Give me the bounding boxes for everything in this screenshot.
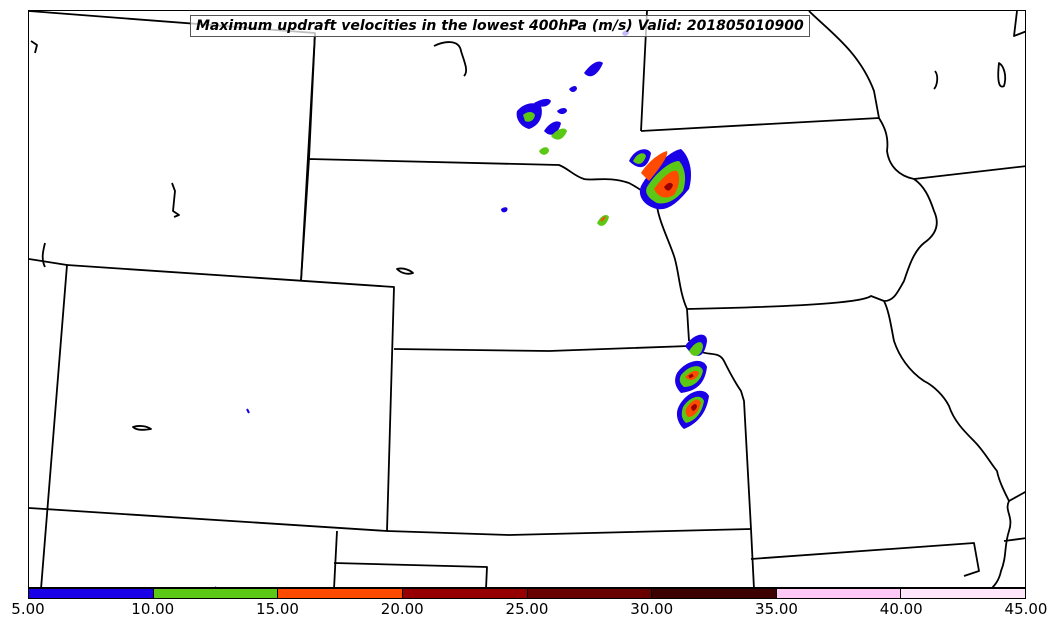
colorbar-tick-label: 45.00 (1004, 600, 1048, 618)
updraft-contours (215, 30, 709, 587)
colorbar-tick-label: 25.00 (505, 600, 549, 618)
colorbar-segment-6 (776, 589, 902, 598)
colorbar-segment-7 (901, 589, 1025, 598)
colorbar-tick-label: 15.00 (256, 600, 299, 618)
colorbar-segment-5 (652, 589, 777, 598)
map-panel (28, 10, 1026, 588)
colorbar-segment-1 (153, 589, 279, 598)
colorbar (28, 588, 1026, 599)
colorbar-tick-label: 30.00 (630, 600, 674, 618)
state-border-west (29, 258, 68, 587)
colorbar-tick-label: 10.00 (131, 600, 175, 618)
colorbar-tick-label: 35.00 (755, 600, 798, 618)
map-title: Maximum updraft velocities in the lowest… (190, 15, 810, 37)
colorbar-segment-3 (402, 589, 528, 598)
map-canvas (29, 11, 1025, 587)
colorbar-tick-label: 5.00 (11, 600, 45, 618)
colorbar-tick-label: 20.00 (380, 600, 424, 618)
colorbar-segment-4 (527, 589, 653, 598)
state-borders (29, 11, 1025, 587)
colorbar-segment-0 (29, 589, 154, 598)
colorbar-tick-label: 40.00 (879, 600, 923, 618)
colorbar-segment-2 (278, 589, 403, 598)
